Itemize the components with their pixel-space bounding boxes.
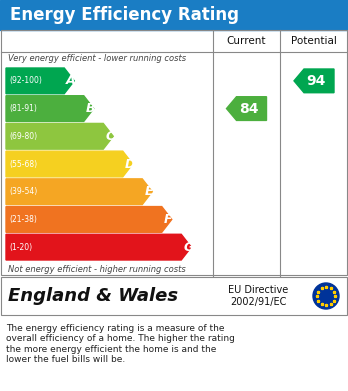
Text: D: D bbox=[125, 158, 135, 170]
Text: (92-100): (92-100) bbox=[9, 76, 42, 85]
Text: (55-68): (55-68) bbox=[9, 160, 37, 169]
Text: 94: 94 bbox=[306, 74, 326, 88]
Polygon shape bbox=[6, 206, 172, 232]
Polygon shape bbox=[294, 69, 334, 93]
Text: (1-20): (1-20) bbox=[9, 243, 32, 252]
Text: G: G bbox=[183, 240, 193, 254]
Bar bbox=[0, 276, 348, 316]
Text: 84: 84 bbox=[239, 102, 258, 116]
Text: Current: Current bbox=[227, 36, 266, 46]
Text: B: B bbox=[86, 102, 95, 115]
Polygon shape bbox=[6, 179, 152, 204]
Polygon shape bbox=[6, 96, 94, 122]
Polygon shape bbox=[6, 151, 133, 177]
Polygon shape bbox=[6, 68, 74, 94]
Text: (39-54): (39-54) bbox=[9, 187, 37, 196]
Bar bbox=[0, 0, 348, 30]
Bar bbox=[1, 30, 347, 275]
Text: Energy Efficiency Rating: Energy Efficiency Rating bbox=[10, 6, 239, 24]
Polygon shape bbox=[227, 97, 267, 120]
Text: C: C bbox=[105, 130, 114, 143]
Text: England & Wales: England & Wales bbox=[8, 287, 178, 305]
Bar bbox=[1, 277, 347, 315]
Polygon shape bbox=[6, 124, 113, 149]
Bar bbox=[0, 316, 348, 391]
Text: Very energy efficient - lower running costs: Very energy efficient - lower running co… bbox=[8, 54, 186, 63]
Text: E: E bbox=[144, 185, 153, 198]
Text: Not energy efficient - higher running costs: Not energy efficient - higher running co… bbox=[8, 265, 186, 274]
Circle shape bbox=[313, 283, 339, 309]
Text: Potential: Potential bbox=[291, 36, 337, 46]
Polygon shape bbox=[6, 234, 191, 260]
Text: F: F bbox=[164, 213, 172, 226]
Text: (69-80): (69-80) bbox=[9, 132, 37, 141]
Text: (21-38): (21-38) bbox=[9, 215, 37, 224]
Text: The energy efficiency rating is a measure of the
overall efficiency of a home. T: The energy efficiency rating is a measur… bbox=[6, 324, 235, 364]
Text: EU Directive
2002/91/EC: EU Directive 2002/91/EC bbox=[228, 285, 288, 307]
Text: (81-91): (81-91) bbox=[9, 104, 37, 113]
Text: A: A bbox=[66, 74, 76, 87]
